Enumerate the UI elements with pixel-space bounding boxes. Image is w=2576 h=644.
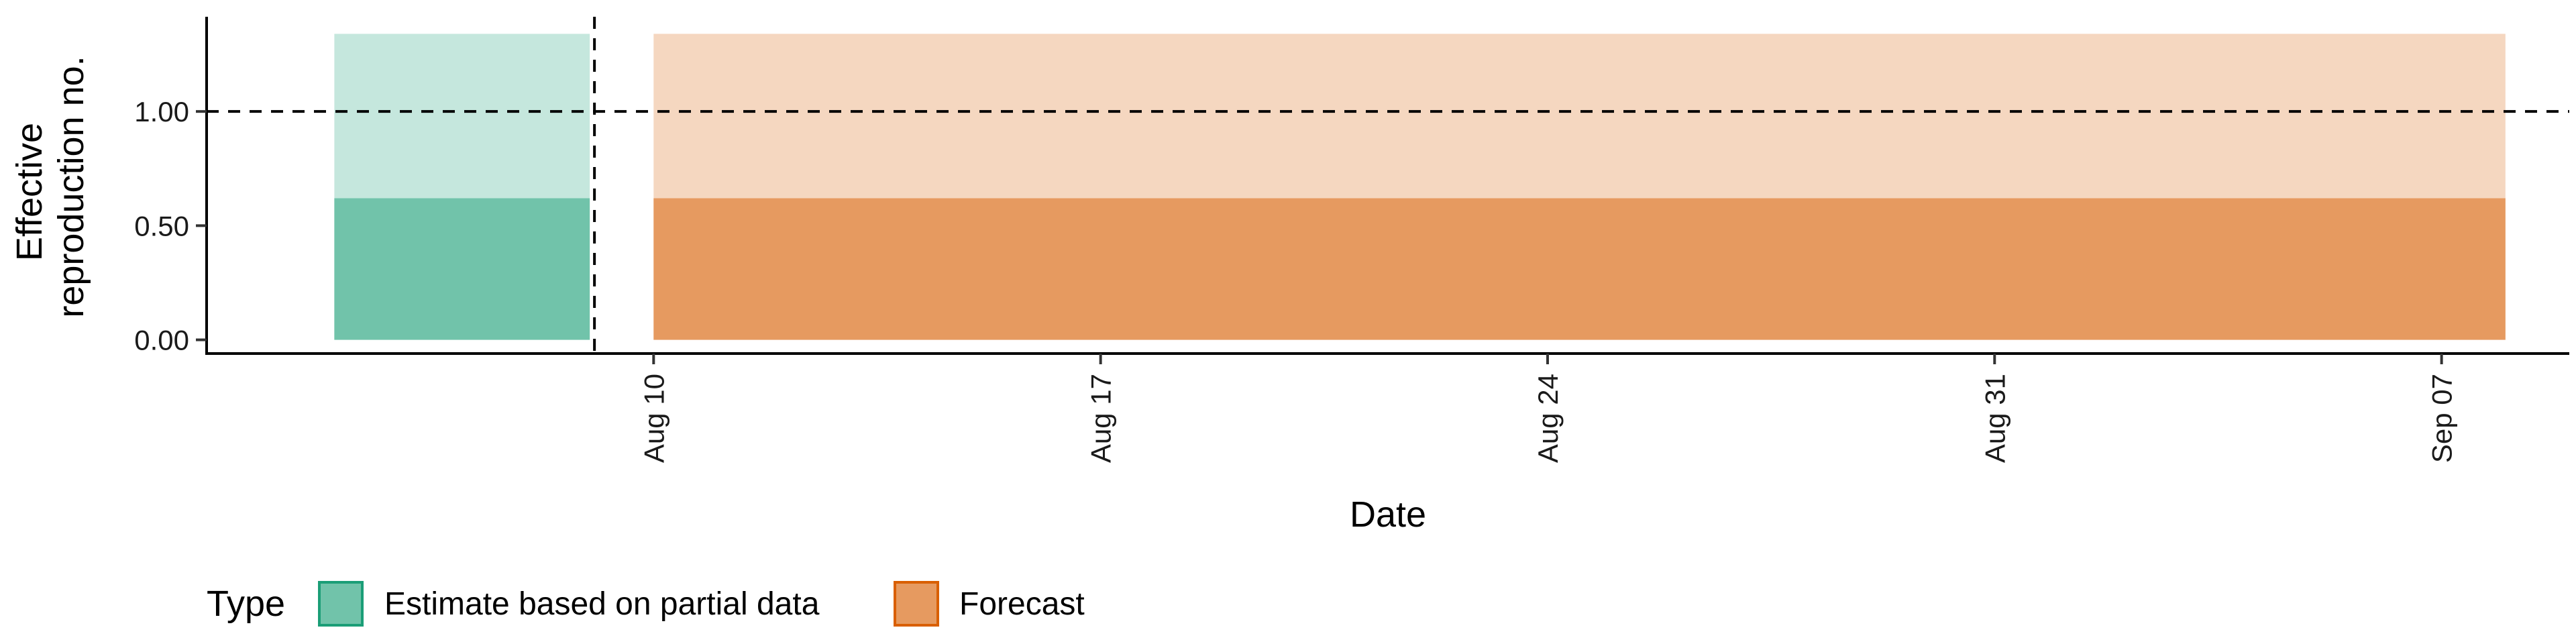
x-axis-title: Date <box>1350 494 1426 535</box>
y-tick-label-2: 1.00 <box>134 96 189 127</box>
reference-lines-layer <box>207 17 2569 354</box>
x-tick-label-0: Aug 10 <box>638 374 669 463</box>
x-tick-label-2: Aug 24 <box>1532 374 1564 463</box>
legend-key-series-1 <box>894 581 939 627</box>
x-tick-label-4: Sep 07 <box>2426 374 2458 463</box>
band-inner-series-0 <box>334 198 590 340</box>
bands-layer <box>334 34 2506 340</box>
legend-label-series-0: Estimate based on partial data <box>384 586 820 622</box>
ticks-layer: 0.00 0.50 1.00 Aug 10 Aug 17 Aug 24 Aug 31 Sep … <box>134 96 2457 463</box>
y-axis-title-line-1: Effective <box>9 123 50 261</box>
legend: Type Estimate based on partial data Forec… <box>207 581 1085 627</box>
axis-titles-layer: Date Effective reproduction no. <box>9 56 1426 535</box>
x-tick-label-3: Aug 31 <box>1979 374 2010 463</box>
y-axis-title: Effective reproduction no. <box>9 56 91 317</box>
band-inner-series-1 <box>653 198 2506 340</box>
legend-title: Type <box>207 584 285 624</box>
x-tick-label-1: Aug 17 <box>1085 374 1117 463</box>
legend-label-series-1: Forecast <box>959 586 1085 622</box>
y-tick-label-1: 0.50 <box>134 210 189 241</box>
y-tick-label-0: 0.00 <box>134 325 189 356</box>
legend-key-series-0 <box>318 581 364 627</box>
y-axis-title-line-2: reproduction no. <box>51 56 91 317</box>
axes-layer <box>205 17 2569 355</box>
